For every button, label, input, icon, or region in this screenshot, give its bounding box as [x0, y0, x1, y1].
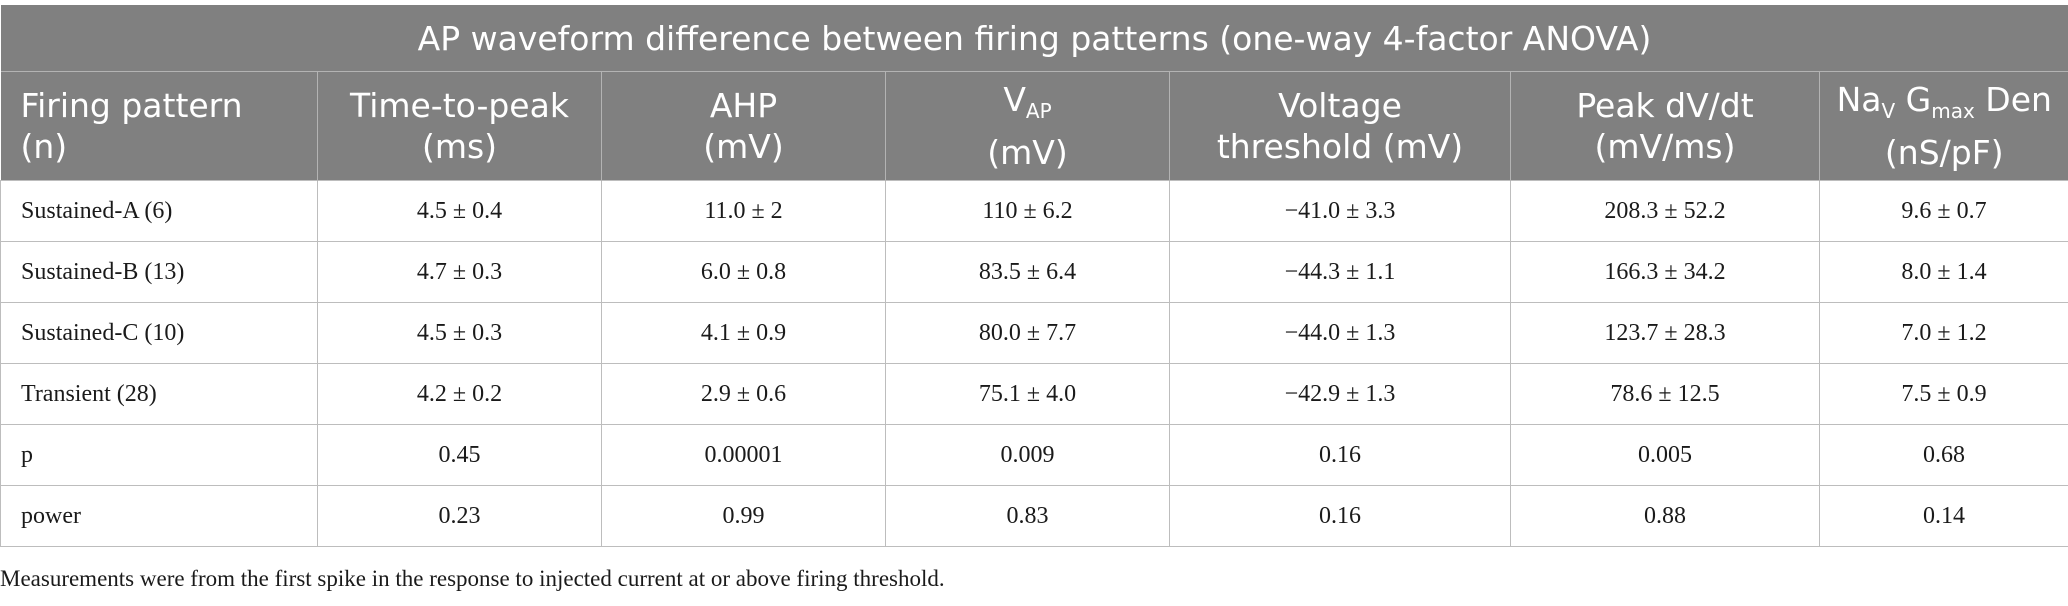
header-nav-g: G — [1895, 80, 1932, 119]
table-cell: 4.5 ± 0.4 — [317, 180, 602, 242]
table-cell: 80.0 ± 7.7 — [885, 302, 1170, 364]
header-vap: VAP (mV) — [885, 71, 1170, 181]
table-cell: 4.7 ± 0.3 — [317, 241, 602, 303]
table-cell: 0.45 — [317, 424, 602, 486]
table-cell: 7.5 ± 0.9 — [1818, 363, 2068, 425]
table-cell: 0.68 — [1818, 424, 2068, 486]
column-header-row: Firing pattern (n) Time-to-peak (ms) AHP… — [0, 71, 2068, 181]
header-peak-dvdt-unit: (mV/ms) — [1594, 127, 1736, 166]
table-cell: 0.005 — [1510, 424, 1820, 486]
table-row: power 0.23 0.99 0.83 0.16 0.88 0.14 — [0, 485, 2068, 547]
header-nav-gmax-den-label: NaV Gmax Den — [1830, 79, 2059, 132]
header-peak-dvdt-label: Peak dV/dt — [1576, 86, 1754, 125]
header-voltage-threshold-label: Voltage — [1278, 86, 1402, 125]
header-time-to-peak-label: Time-to-peak — [350, 86, 569, 125]
header-vap-label: VAP — [896, 79, 1159, 132]
table-cell: 166.3 ± 34.2 — [1510, 241, 1820, 303]
table-cell: 6.0 ± 0.8 — [601, 241, 886, 303]
table-footnote: Measurements were from the first spike i… — [0, 566, 945, 591]
header-vap-main: V — [1003, 80, 1026, 119]
header-nav-gmax-den-unit: (nS/pF) — [1884, 133, 2004, 172]
table-cell: 83.5 ± 6.4 — [885, 241, 1170, 303]
row-label: Sustained-A (6) — [0, 180, 318, 242]
header-peak-dvdt: Peak dV/dt (mV/ms) — [1510, 71, 1820, 181]
table-row: Transient (28) 4.2 ± 0.2 2.9 ± 0.6 75.1 … — [0, 363, 2068, 425]
table-cell: 2.9 ± 0.6 — [601, 363, 886, 425]
table-cell: 0.00001 — [601, 424, 886, 486]
table-cell: 110 ± 6.2 — [885, 180, 1170, 242]
table-cell: 123.7 ± 28.3 — [1510, 302, 1820, 364]
table-cell: 0.83 — [885, 485, 1170, 547]
table-cell: 7.0 ± 1.2 — [1818, 302, 2068, 364]
header-ahp-unit: (mV) — [703, 127, 784, 166]
table-row: p 0.45 0.00001 0.009 0.16 0.005 0.68 — [0, 424, 2068, 486]
table-title-row: AP waveform difference between firing pa… — [0, 5, 2068, 72]
table-cell: 0.88 — [1510, 485, 1820, 547]
table-cell: 4.2 ± 0.2 — [317, 363, 602, 425]
header-nav-gmax-den: NaV Gmax Den (nS/pF) — [1818, 71, 2068, 181]
table-cell: −42.9 ± 1.3 — [1169, 363, 1511, 425]
anova-table-container: AP waveform difference between firing pa… — [0, 5, 2068, 547]
header-ahp-label: AHP — [709, 86, 778, 125]
table-cell: 11.0 ± 2 — [601, 180, 886, 242]
row-label: Sustained-B (13) — [0, 241, 318, 303]
table-row: Sustained-C (10) 4.5 ± 0.3 4.1 ± 0.9 80.… — [0, 302, 2068, 364]
table-cell: 4.1 ± 0.9 — [601, 302, 886, 364]
table-cell: 0.99 — [601, 485, 886, 547]
header-firing-pattern: Firing pattern (n) — [0, 71, 318, 181]
table-row: Sustained-B (13) 4.7 ± 0.3 6.0 ± 0.8 83.… — [0, 241, 2068, 303]
header-time-to-peak: Time-to-peak (ms) — [317, 71, 602, 181]
header-voltage-threshold-unit: threshold (mV) — [1216, 127, 1464, 166]
table-cell: 0.16 — [1169, 424, 1511, 486]
row-label: p — [0, 424, 318, 486]
table-cell: 8.0 ± 1.4 — [1818, 241, 2068, 303]
table-cell: 208.3 ± 52.2 — [1510, 180, 1820, 242]
table-cell: 75.1 ± 4.0 — [885, 363, 1170, 425]
ap-waveform-table: AP waveform difference between firing pa… — [0, 5, 2068, 547]
table-cell: 0.009 — [885, 424, 1170, 486]
header-firing-pattern-label: Firing pattern — [20, 86, 243, 125]
header-nav-na: Na — [1836, 80, 1882, 119]
header-voltage-threshold: Voltage threshold (mV) — [1169, 71, 1511, 181]
header-firing-pattern-unit: (n) — [20, 127, 68, 166]
table-cell: 0.14 — [1818, 485, 2068, 547]
table-cell: −44.3 ± 1.1 — [1169, 241, 1511, 303]
header-nav-na-sub: V — [1881, 99, 1896, 123]
table-cell: 0.16 — [1169, 485, 1511, 547]
header-nav-den: Den — [1974, 80, 2052, 119]
row-label: Transient (28) — [0, 363, 318, 425]
row-label: power — [0, 485, 318, 547]
header-vap-sub: AP — [1025, 99, 1052, 123]
table-cell: −41.0 ± 3.3 — [1169, 180, 1511, 242]
table-cell: −44.0 ± 1.3 — [1169, 302, 1511, 364]
table-row: Sustained-A (6) 4.5 ± 0.4 11.0 ± 2 110 ±… — [0, 180, 2068, 242]
header-vap-unit: (mV) — [987, 133, 1068, 172]
row-label: Sustained-C (10) — [0, 302, 318, 364]
table-cell: 0.23 — [317, 485, 602, 547]
header-nav-g-sub: max — [1931, 99, 1975, 123]
table-title: AP waveform difference between firing pa… — [0, 5, 2068, 72]
header-ahp: AHP (mV) — [601, 71, 886, 181]
table-cell: 9.6 ± 0.7 — [1818, 180, 2068, 242]
table-cell: 4.5 ± 0.3 — [317, 302, 602, 364]
table-cell: 78.6 ± 12.5 — [1510, 363, 1820, 425]
header-time-to-peak-unit: (ms) — [421, 127, 498, 166]
